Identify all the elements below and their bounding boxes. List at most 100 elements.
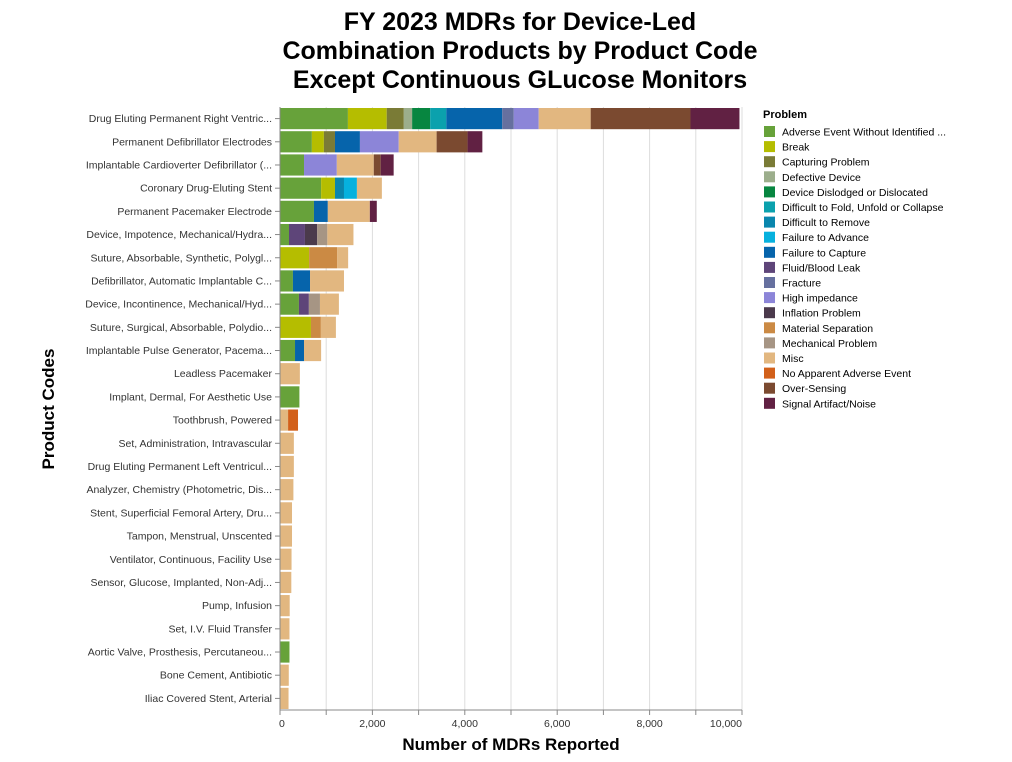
y-tick-label: Sensor, Glucose, Implanted, Non-Adj... — [90, 577, 272, 589]
y-tick-label: Leadless Pacemaker — [174, 368, 273, 380]
bar-segment-high-impedance — [304, 154, 337, 176]
y-tick-label: Suture, Absorbable, Synthetic, Polygl... — [90, 252, 272, 264]
bar-stack-10 — [280, 316, 336, 338]
legend-item-signal-artifact-noise: Signal Artifact/Noise — [764, 397, 876, 410]
bar-segment-break — [311, 131, 324, 153]
y-tick-label: Tampon, Menstrual, Unscented — [127, 531, 272, 543]
legend-swatch — [764, 367, 775, 379]
legend-item-inflation-problem: Inflation Problem — [764, 307, 861, 320]
bar-stack-20 — [280, 548, 292, 570]
legend-label: Device Dislodged or Dislocated — [782, 187, 928, 199]
legend-item-break: Break — [764, 141, 810, 154]
y-tick-label: Permanent Defibrillator Electrodes — [112, 136, 272, 148]
y-tick-label: Set, Administration, Intravascular — [119, 438, 273, 450]
legend-swatch — [764, 171, 775, 183]
bar-segment-failure-to-capture — [292, 270, 311, 292]
x-tick-label: 6,000 — [544, 718, 570, 730]
chart-title-line-1: FY 2023 MDRs for Device-Led — [343, 8, 697, 36]
legend-swatch — [764, 397, 775, 409]
bar-segment-break — [321, 177, 335, 199]
y-tick-label: Ventilator, Continuous, Facility Use — [110, 554, 272, 566]
bar-stack-23 — [280, 618, 290, 640]
legend-item-no-apparent-adverse-event: No Apparent Adverse Event — [764, 367, 911, 380]
legend-label: Inflation Problem — [782, 308, 861, 320]
bars — [280, 108, 740, 709]
bar-stack-3 — [280, 154, 394, 176]
legend-label: Material Separation — [782, 323, 873, 335]
y-tick-label: Device, Impotence, Mechanical/Hydra... — [86, 229, 272, 241]
bar-stack-14 — [280, 409, 299, 431]
bar-segment-misc — [280, 618, 290, 640]
bar-segment-adverse-event-without-identified — [280, 339, 296, 362]
bar-segment-adverse-event-without-identified — [280, 131, 312, 153]
y-axis-title: Product Codes — [39, 349, 58, 470]
legend-label: No Apparent Adverse Event — [782, 368, 911, 380]
y-tick-label: Permanent Pacemaker Electrode — [117, 206, 272, 218]
bar-segment-misc — [280, 409, 289, 431]
legend-swatch — [764, 337, 775, 349]
x-tick-label: 10,000 — [710, 718, 742, 730]
bar-stack-11 — [280, 339, 322, 362]
bar-stack-9 — [280, 293, 339, 315]
bar-segment-high-impedance — [359, 131, 399, 153]
legend-item-difficult-to-remove: Difficult to Remove — [764, 216, 870, 229]
bar-segment-signal-artifact-noise — [380, 154, 394, 176]
legend-swatch — [764, 141, 775, 153]
bar-segment-failure-to-capture — [295, 339, 305, 362]
legend-label: Difficult to Fold, Unfold or Collapse — [782, 202, 944, 214]
legend-item-material-separation: Material Separation — [764, 322, 873, 335]
bar-segment-misc — [280, 571, 292, 594]
bar-stack-25 — [280, 664, 289, 686]
bar-segment-break — [280, 247, 310, 269]
y-tick-label: Coronary Drug-Eluting Stent — [140, 183, 272, 195]
legend-label: Break — [782, 142, 810, 154]
y-tick-label: Defibrillator, Automatic Implantable C..… — [91, 275, 272, 287]
legend-swatch — [764, 292, 775, 304]
bar-segment-high-impedance — [513, 108, 539, 130]
legend-label: High impedance — [782, 293, 858, 305]
bar-stack-16 — [280, 455, 294, 478]
y-tick-label: Implantable Pulse Generator, Pacema... — [86, 345, 272, 357]
bar-segment-misc — [337, 247, 349, 269]
bar-segment-fluid-blood-leak — [298, 293, 309, 315]
bar-stack-21 — [280, 571, 292, 594]
bar-stack-2 — [280, 131, 483, 153]
legend-item-misc: Misc — [764, 352, 804, 365]
legend-item-capturing-problem: Capturing Problem — [764, 156, 870, 169]
bar-stack-15 — [280, 432, 294, 454]
bar-segment-misc — [280, 363, 300, 385]
bar-segment-material-separation — [310, 316, 321, 338]
legend-label: Over-Sensing — [782, 383, 846, 395]
legend-label: Difficult to Remove — [782, 217, 870, 229]
bar-segment-defective-device — [403, 108, 413, 130]
x-tick-label: 8,000 — [636, 718, 662, 730]
y-tick-label: Iliac Covered Stent, Arterial — [145, 693, 272, 705]
bar-segment-inflation-problem — [304, 223, 318, 246]
x-axis: 0 2,000 4,000 6,000 8,000 10,000 — [279, 709, 743, 730]
legend-label: Mechanical Problem — [782, 338, 877, 350]
bar-stack-7 — [280, 247, 349, 269]
y-tick-label: Drug Eluting Permanent Left Ventricul... — [88, 461, 272, 473]
legend-swatch — [764, 352, 775, 364]
legend-swatch — [764, 261, 775, 273]
bar-segment-difficult-to-remove — [334, 177, 344, 199]
bar-stack-8 — [280, 270, 344, 292]
bar-stack-4 — [280, 177, 382, 199]
bar-stack-18 — [280, 502, 293, 524]
x-axis-title: Number of MDRs Reported — [402, 735, 619, 754]
bar-segment-fluid-blood-leak — [289, 223, 305, 246]
y-tick-label: Set, I.V. Fluid Transfer — [169, 623, 273, 635]
bar-segment-adverse-event-without-identified — [280, 293, 299, 315]
bar-segment-misc — [356, 177, 382, 199]
bar-segment-no-apparent-adverse-event — [288, 409, 299, 431]
bar-segment-failure-to-capture — [313, 200, 328, 222]
legend-item-mechanical-problem: Mechanical Problem — [764, 337, 877, 350]
bar-segment-misc — [320, 316, 336, 338]
bar-segment-adverse-event-without-identified — [280, 270, 293, 292]
bar-segment-device-dislodged-or-dislocated — [412, 108, 431, 130]
legend-swatch — [764, 277, 775, 288]
bar-stack-5 — [280, 200, 377, 222]
y-tick-label: Implant, Dermal, For Aesthetic Use — [109, 391, 272, 403]
y-tick-label: Stent, Superficial Femoral Artery, Dru..… — [90, 507, 272, 519]
